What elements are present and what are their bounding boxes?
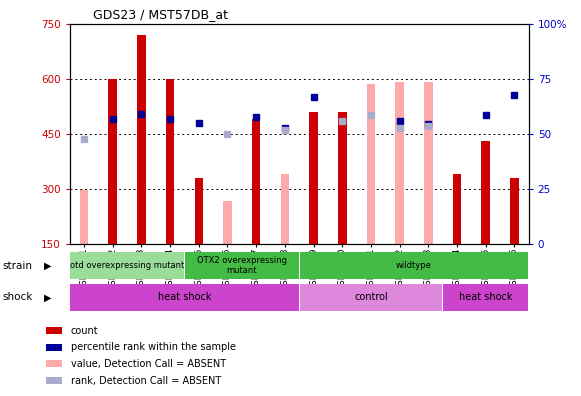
Bar: [166, 79, 174, 244]
Bar: [281, 174, 289, 244]
Bar: [137, 35, 146, 244]
Bar: [482, 141, 490, 244]
Bar: [195, 177, 203, 244]
Bar: [443, 284, 528, 311]
Bar: [252, 119, 260, 244]
Text: ▶: ▶: [44, 292, 51, 303]
Text: otd overexpressing mutant: otd overexpressing mutant: [70, 261, 184, 270]
Bar: [300, 284, 442, 311]
Bar: [109, 79, 117, 244]
Text: shock: shock: [3, 292, 33, 303]
Text: rank, Detection Call = ABSENT: rank, Detection Call = ABSENT: [70, 375, 221, 386]
Text: heat shock: heat shock: [157, 292, 211, 303]
Text: value, Detection Call = ABSENT: value, Detection Call = ABSENT: [70, 359, 225, 369]
Text: strain: strain: [3, 261, 33, 271]
Text: control: control: [354, 292, 388, 303]
Text: GDS23 / MST57DB_at: GDS23 / MST57DB_at: [93, 8, 228, 21]
Text: percentile rank within the sample: percentile rank within the sample: [70, 342, 235, 352]
Bar: [395, 82, 404, 244]
Bar: [309, 112, 318, 244]
Bar: [453, 174, 461, 244]
Text: OTX2 overexpressing
mutant: OTX2 overexpressing mutant: [197, 256, 287, 275]
Bar: [223, 202, 232, 244]
Text: count: count: [70, 326, 98, 336]
Bar: [424, 82, 433, 244]
Bar: [367, 84, 375, 244]
Text: wildtype: wildtype: [396, 261, 432, 270]
Bar: [185, 252, 299, 279]
Bar: [70, 284, 299, 311]
Bar: [338, 119, 346, 244]
Text: heat shock: heat shock: [459, 292, 512, 303]
Bar: [309, 132, 318, 244]
Bar: [300, 252, 528, 279]
Bar: [510, 177, 519, 244]
Bar: [338, 112, 346, 244]
Bar: [80, 190, 88, 244]
Bar: [70, 252, 184, 279]
Text: ▶: ▶: [44, 261, 51, 271]
